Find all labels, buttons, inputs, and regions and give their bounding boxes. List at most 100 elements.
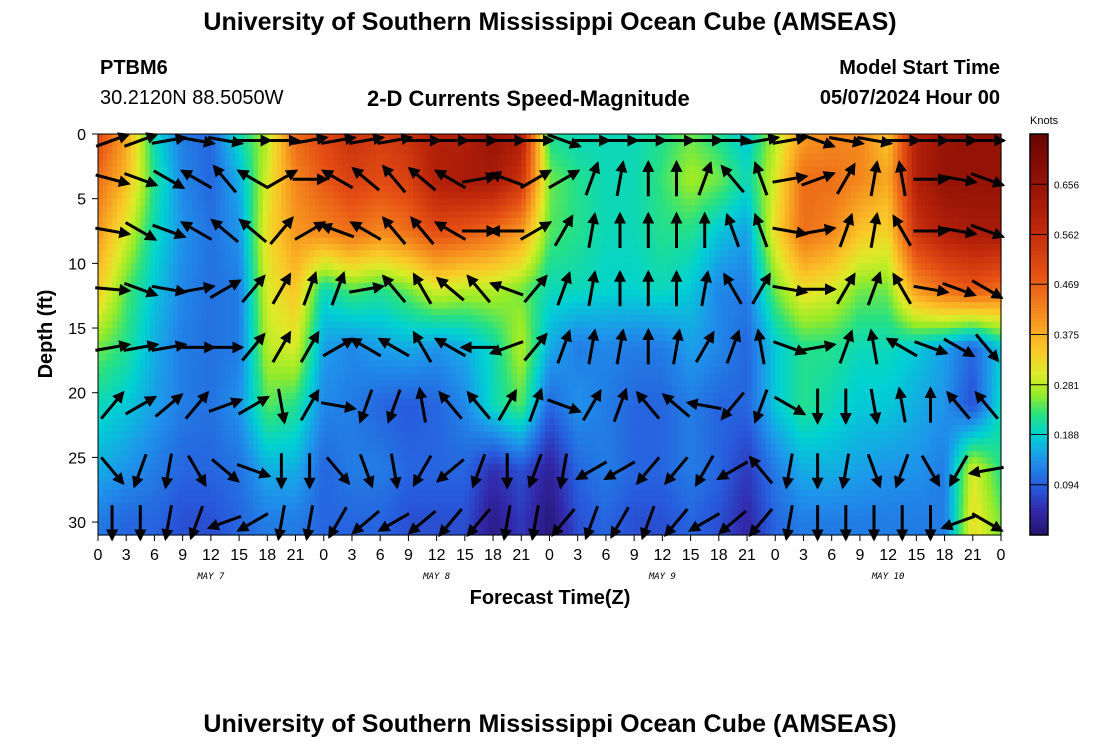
heat-cell	[963, 237, 969, 245]
heat-cell	[996, 159, 1002, 167]
heat-cell	[493, 295, 499, 303]
heat-cell	[822, 192, 828, 200]
heat-cell	[154, 166, 160, 174]
heat-cell	[399, 166, 405, 174]
heat-cell	[685, 146, 692, 155]
heat-cell	[253, 243, 259, 252]
heat-cell	[267, 282, 273, 290]
heat-cell	[347, 166, 353, 174]
heat-cell	[921, 237, 927, 245]
heat-cell	[98, 146, 104, 155]
heat-cell	[201, 295, 207, 303]
heat-cell	[878, 231, 885, 239]
heat-cell	[657, 198, 663, 206]
heat-cell	[648, 295, 654, 303]
heat-cell	[149, 224, 156, 232]
heat-cell	[544, 211, 551, 219]
heat-cell	[638, 224, 645, 232]
heat-cell	[351, 231, 358, 239]
heat-cell	[667, 243, 673, 252]
heat-cell	[958, 218, 964, 226]
heat-cell	[577, 282, 584, 290]
heat-cell	[535, 269, 541, 277]
heat-cell	[836, 224, 842, 232]
heat-cell	[685, 256, 692, 264]
heat-cell	[714, 198, 720, 206]
heat-cell	[991, 205, 997, 213]
heat-cell	[742, 282, 748, 290]
heat-cell	[620, 172, 626, 180]
heat-cell	[159, 198, 165, 206]
heat-cell	[215, 276, 221, 284]
heat-cell	[281, 179, 287, 187]
heat-cell	[300, 211, 306, 219]
heat-cell	[732, 224, 739, 232]
heat-cell	[892, 140, 899, 148]
heat-cell	[657, 237, 663, 245]
heat-cell	[220, 159, 226, 167]
heat-cell	[714, 276, 720, 284]
heat-cell	[812, 198, 819, 206]
heat-cell	[516, 263, 522, 271]
heat-cell	[229, 166, 235, 174]
heat-cell	[403, 289, 409, 297]
heat-cell	[732, 172, 739, 180]
heat-cell	[549, 295, 555, 303]
heat-cell	[281, 269, 287, 277]
heat-cell	[921, 256, 927, 264]
heat-cell	[206, 250, 212, 258]
heat-cell	[859, 256, 866, 264]
heat-cell	[366, 282, 372, 290]
heat-cell	[577, 237, 584, 245]
heat-cell	[154, 192, 160, 200]
heat-cell	[192, 140, 198, 148]
heat-cell	[855, 269, 861, 277]
heat-cell	[215, 140, 221, 148]
heat-cell	[483, 269, 489, 277]
heat-cell	[695, 243, 701, 252]
heat-cell	[262, 211, 268, 219]
heat-cell	[695, 159, 701, 167]
heat-cell	[540, 134, 546, 142]
heat-cell	[605, 263, 612, 271]
heat-cell	[182, 250, 188, 258]
heat-cell	[958, 134, 964, 142]
heat-cell	[742, 237, 748, 245]
heat-cell	[356, 243, 362, 252]
heat-cell	[300, 250, 306, 258]
heat-cell	[135, 185, 141, 193]
heat-cell	[192, 185, 198, 193]
heat-cell	[949, 250, 955, 258]
heat-cell	[742, 159, 748, 167]
heat-cell	[417, 185, 424, 193]
heat-cell	[319, 185, 325, 193]
heat-cell	[267, 250, 273, 258]
heat-cell	[991, 140, 997, 148]
heat-cell	[403, 198, 409, 206]
heat-cell	[747, 224, 753, 232]
heat-cell	[493, 159, 499, 167]
heat-cell	[366, 185, 372, 193]
heat-cell	[145, 263, 151, 271]
heat-cell	[507, 159, 513, 167]
heat-cell	[441, 198, 447, 206]
heat-cell	[126, 295, 132, 303]
heat-cell	[98, 282, 104, 290]
heat-cell	[243, 269, 250, 277]
heat-cell	[991, 263, 997, 271]
heat-cell	[478, 269, 485, 277]
heat-cell	[770, 159, 776, 167]
heat-cell	[351, 198, 358, 206]
heat-cell	[224, 211, 231, 219]
heat-cell	[996, 276, 1002, 284]
heat-cell	[784, 205, 790, 213]
heat-cell	[817, 237, 823, 245]
heat-cell	[751, 282, 758, 290]
heat-cell	[953, 185, 960, 193]
heat-cell	[239, 185, 245, 193]
heat-cell	[192, 282, 198, 290]
heat-cell	[262, 263, 268, 271]
heat-cell	[493, 263, 499, 271]
heat-cell	[427, 250, 433, 258]
heat-cell	[521, 185, 527, 193]
